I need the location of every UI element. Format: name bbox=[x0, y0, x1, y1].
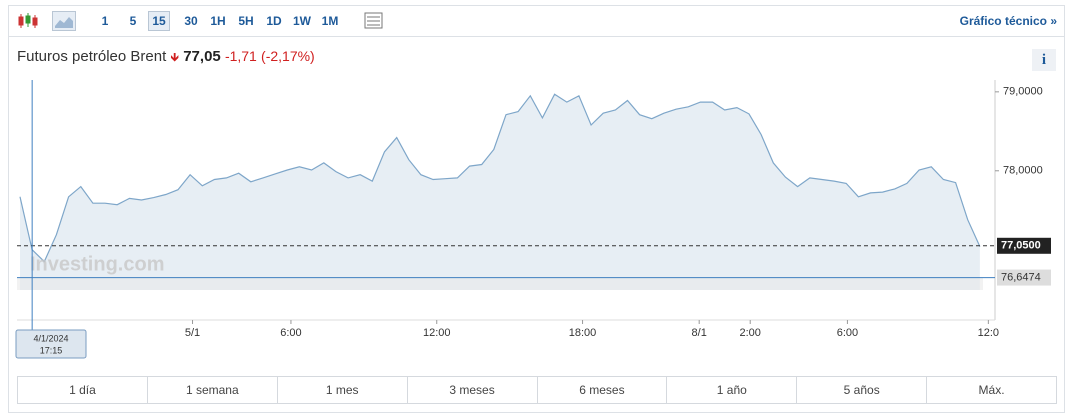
x-tick-label: 12:00 bbox=[423, 327, 451, 339]
cursor-value-label: 76,6474 bbox=[1001, 271, 1041, 283]
technical-chart-link[interactable]: Gráfico técnico » bbox=[959, 14, 1057, 28]
range-tab[interactable]: 3 meses bbox=[408, 377, 538, 403]
lower-band bbox=[17, 277, 983, 290]
range-tab[interactable]: 1 año bbox=[667, 377, 798, 403]
instrument-name: Futuros petróleo Brent bbox=[17, 48, 167, 65]
x-tick-label: 6:00 bbox=[280, 327, 301, 339]
y-tick-label: 79,0000 bbox=[1003, 86, 1043, 98]
cursor-date: 4/1/2024 bbox=[33, 333, 68, 343]
range-tab[interactable]: Máx. bbox=[978, 383, 1005, 397]
range-tab[interactable]: 1 mes bbox=[278, 377, 408, 403]
interval-button[interactable]: 5 bbox=[129, 14, 137, 28]
quote-header: Futuros petróleo Brent 🡻 77,05 -1,71 (-2… bbox=[17, 48, 315, 69]
change-pct: (-2,17%) bbox=[261, 48, 315, 64]
x-tick-label: 8/1 bbox=[692, 327, 707, 339]
interval-button[interactable]: 1 bbox=[101, 14, 109, 28]
cursor-value-box bbox=[997, 269, 1051, 286]
range-tab[interactable]: 1 día bbox=[18, 377, 148, 403]
area-fill bbox=[20, 94, 980, 290]
area-icon[interactable] bbox=[52, 11, 76, 31]
last-price-label: 77,0500 bbox=[1001, 240, 1041, 252]
change: -1,71 bbox=[224, 48, 257, 64]
price: 77,05 bbox=[183, 48, 221, 65]
widget-frame bbox=[8, 5, 1065, 413]
interval-button[interactable]: 1W bbox=[293, 14, 311, 28]
x-tick-label: 5/1 bbox=[185, 327, 200, 339]
range-tab[interactable]: 6 meses bbox=[538, 377, 668, 403]
x-tick-label: 2:00 bbox=[740, 327, 761, 339]
chart: 79,0000 78,0000 Investing.com 77,0500 76,647… bbox=[15, 80, 1051, 359]
info-button[interactable]: i bbox=[1032, 49, 1056, 71]
toolbar: Gráfico técnico » 1 5 15 30 1H 5H 1D 1W 1M bbox=[8, 5, 1065, 37]
range-tab[interactable]: 5 años bbox=[797, 377, 928, 403]
last-price-box bbox=[997, 237, 1051, 254]
candle-icon[interactable] bbox=[16, 11, 40, 31]
cursor-time: 17:15 bbox=[40, 345, 63, 355]
table-icon[interactable] bbox=[364, 12, 384, 30]
price-line bbox=[19, 93, 981, 263]
cursor-date-box bbox=[15, 329, 87, 359]
watermark: Investing.com bbox=[30, 253, 164, 275]
interval-button[interactable]: 30 bbox=[184, 14, 198, 28]
x-tick-label: 6:00 bbox=[837, 327, 858, 339]
interval-button[interactable]: 15 bbox=[148, 11, 170, 31]
interval-button[interactable]: 1D bbox=[266, 14, 282, 28]
interval-button[interactable]: 5H bbox=[238, 14, 254, 28]
x-tick-label: 12:0 bbox=[978, 327, 999, 339]
interval-button[interactable]: 1H bbox=[210, 14, 226, 28]
x-tick-label: 18:00 bbox=[569, 327, 597, 339]
range-tabs: 1 día 1 semana 1 mes 3 meses 6 meses 1 año 5 a… bbox=[17, 376, 1057, 404]
range-tab[interactable]: 1 semana bbox=[148, 377, 278, 403]
down-arrow: 🡻 bbox=[170, 50, 180, 64]
y-tick-label: 78,0000 bbox=[1003, 165, 1043, 177]
interval-button[interactable]: 1M bbox=[321, 14, 339, 28]
